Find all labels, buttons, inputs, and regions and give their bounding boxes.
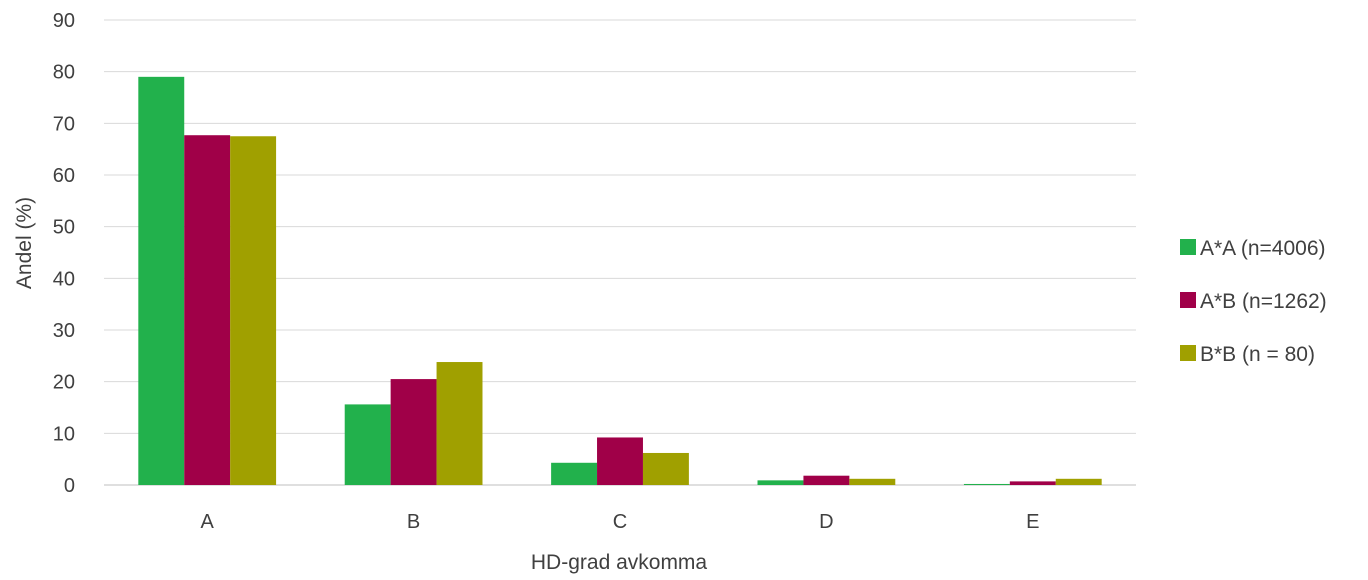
bar xyxy=(1055,478,1102,485)
y-tick-label: 40 xyxy=(53,268,75,290)
y-tick-label: 30 xyxy=(53,320,75,342)
bar xyxy=(184,135,231,485)
y-tick-label: 60 xyxy=(53,165,75,187)
bar xyxy=(390,379,437,485)
bar xyxy=(1009,481,1056,485)
x-tick-label: C xyxy=(613,511,627,533)
legend-label: B*B (n = 80) xyxy=(1200,343,1315,366)
bar xyxy=(849,478,896,485)
y-tick-label: 10 xyxy=(53,423,75,445)
y-tick-label: 50 xyxy=(53,217,75,239)
x-tick-label: D xyxy=(819,511,833,533)
bar xyxy=(803,475,850,485)
bar xyxy=(757,480,804,485)
legend: A*A (n=4006) A*B (n=1262) B*B (n = 80) xyxy=(1180,237,1327,366)
bar xyxy=(551,462,598,485)
x-tick-label: E xyxy=(1026,511,1039,533)
bar xyxy=(642,452,689,485)
x-axis-title: HD-grad avkomma xyxy=(531,551,708,574)
bar xyxy=(597,437,643,485)
bar xyxy=(436,362,483,485)
x-tick-labels: A B C D E xyxy=(201,511,1040,533)
bar xyxy=(344,404,391,485)
y-tick-label: 70 xyxy=(53,113,75,135)
legend-swatch xyxy=(1180,292,1196,308)
legend-label: A*B (n=1262) xyxy=(1200,290,1327,313)
x-tick-label: A xyxy=(201,511,215,533)
y-tick-labels: 0 10 20 30 40 50 60 70 80 90 xyxy=(53,10,75,497)
bar xyxy=(963,483,1010,485)
y-tick-label: 90 xyxy=(53,10,75,32)
bars xyxy=(138,76,1102,485)
x-tick-label: B xyxy=(407,511,420,533)
bar xyxy=(138,76,185,485)
legend-swatch xyxy=(1180,345,1196,361)
y-tick-label: 0 xyxy=(64,475,75,497)
y-axis-title: Andel (%) xyxy=(13,197,36,289)
y-tick-label: 20 xyxy=(53,372,75,394)
y-tick-label: 80 xyxy=(53,62,75,84)
bar xyxy=(230,136,277,485)
legend-label: A*A (n=4006) xyxy=(1200,237,1326,260)
legend-swatch xyxy=(1180,239,1196,255)
